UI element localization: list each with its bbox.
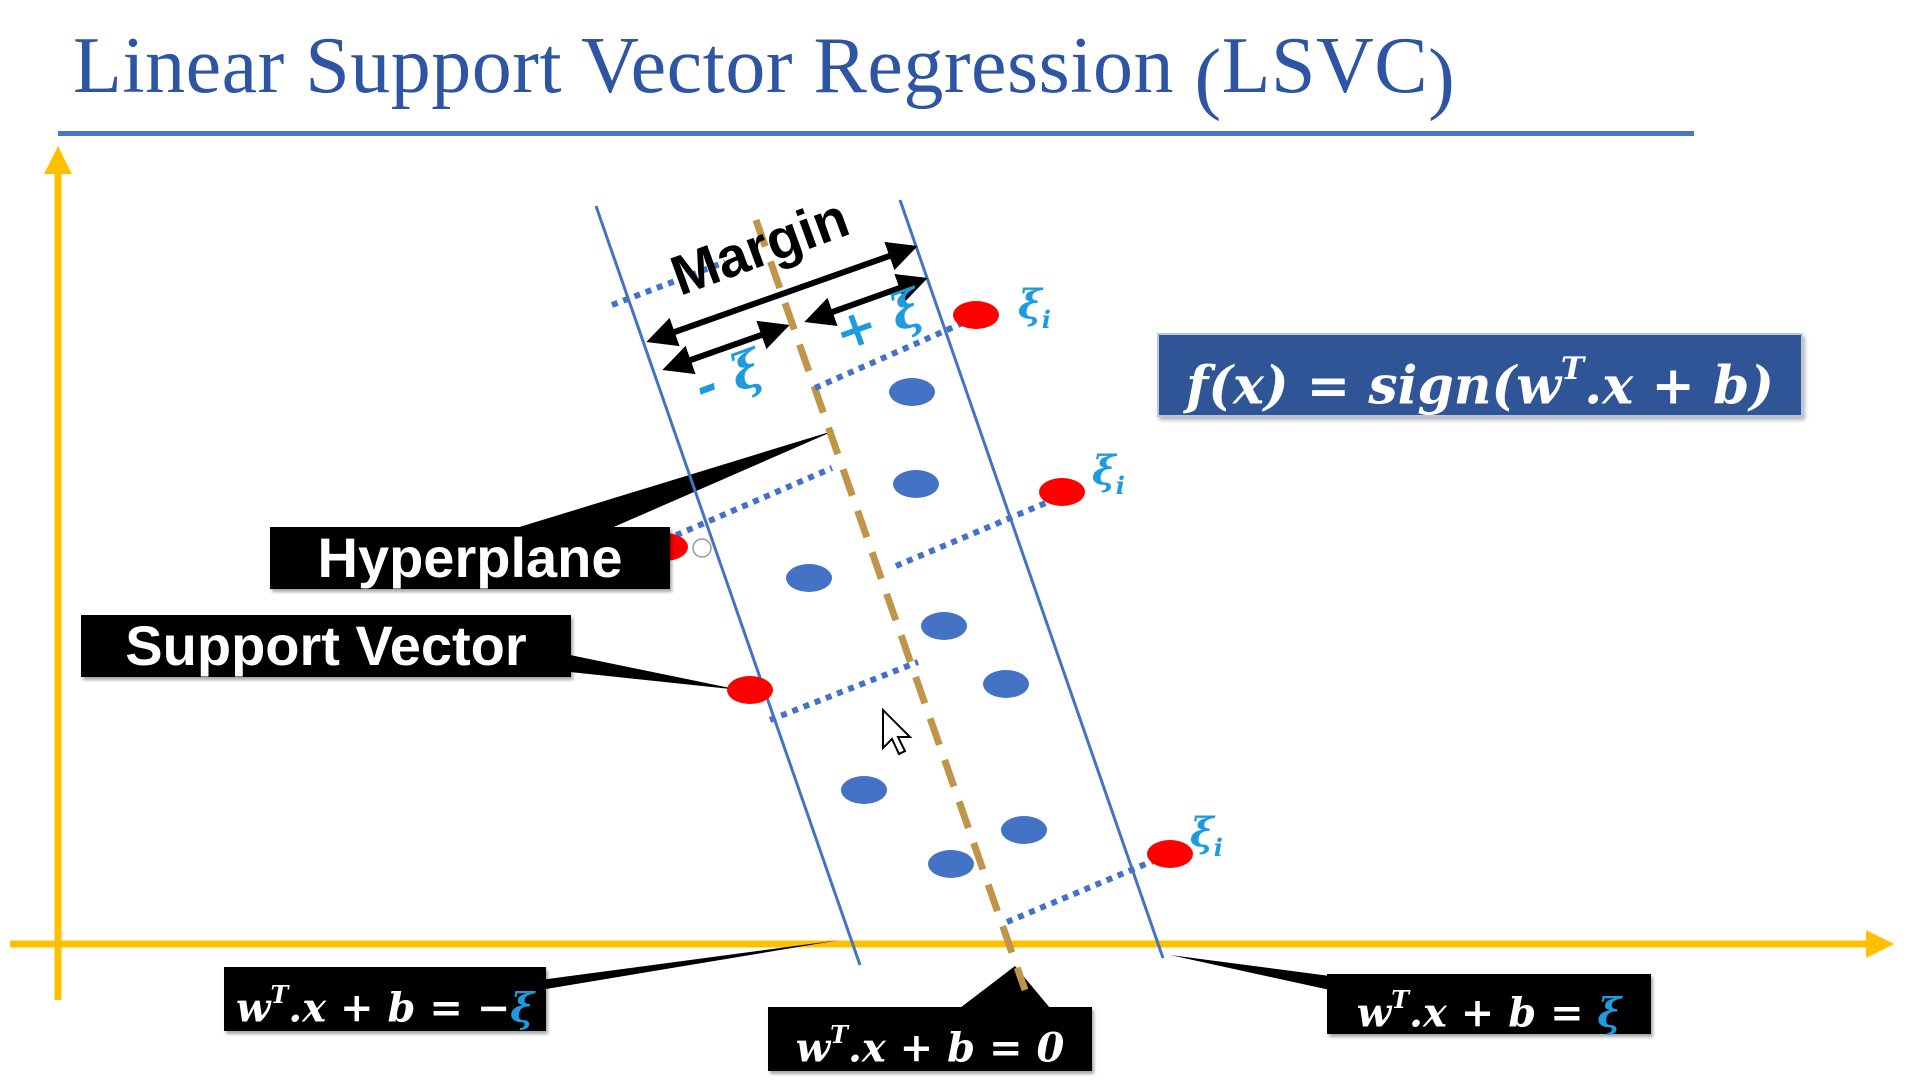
upper-boundary-equation: wT.x + b = ξ xyxy=(1327,974,1651,1036)
hyperplane-label: Hyperplane xyxy=(270,527,670,589)
outlier-point xyxy=(1039,478,1085,506)
svg-text:ξi: ξi xyxy=(1190,809,1223,862)
outlier-point xyxy=(953,301,999,329)
plus-xi-label: + ξ xyxy=(826,277,932,364)
title-paren-close: ) xyxy=(1428,34,1456,122)
small-circle-marker xyxy=(692,538,712,558)
margin-label: Margin xyxy=(663,185,857,307)
title-abbr: LSVC xyxy=(1221,22,1429,110)
left-eq-callout-pointer xyxy=(540,940,840,990)
upper-margin-boundary xyxy=(898,199,1165,959)
svg-text:ξi: ξi xyxy=(1092,447,1125,500)
data-point xyxy=(889,378,935,406)
minus-xi-arrow xyxy=(662,320,790,375)
lower-boundary-equation: wT.x + b = −ξ xyxy=(224,967,546,1031)
xi-i-label: ξi xyxy=(1092,447,1125,500)
xi-i-label: ξi xyxy=(1190,809,1223,862)
support-vector-callout-pointer xyxy=(570,655,740,690)
slide-title: Linear Support Vector Regression (LSVC) xyxy=(73,18,1455,122)
hyperplane-callout-pointer xyxy=(500,430,836,533)
title-main: Linear Support Vector Regression xyxy=(73,22,1195,110)
decision-function-formula: f(x) = sign(wT.x + b) xyxy=(1157,333,1803,417)
svg-text:ξi: ξi xyxy=(1018,281,1051,334)
cursor-arrow-icon xyxy=(882,707,913,756)
data-point xyxy=(1001,816,1047,844)
data-point xyxy=(786,564,832,592)
plus-xi-arrow xyxy=(804,273,928,327)
data-point xyxy=(983,670,1029,698)
support-vector-point xyxy=(727,676,773,704)
mid-eq-callout-pointer xyxy=(960,966,1050,1008)
hyperplane-line xyxy=(752,218,1029,992)
right-eq-callout-pointer xyxy=(1170,955,1330,990)
support-vector-label: Support Vector xyxy=(81,615,571,677)
title-underline xyxy=(58,131,1694,136)
data-point xyxy=(893,470,939,498)
title-paren-open: ( xyxy=(1194,34,1222,122)
data-points xyxy=(786,378,1047,878)
data-point xyxy=(928,850,974,878)
hyperplane-equation: wT.x + b = 0 xyxy=(768,1007,1092,1071)
xi-i-label: ξi xyxy=(1018,281,1051,334)
outlier-point xyxy=(1147,840,1193,868)
data-point xyxy=(841,776,887,804)
data-point xyxy=(921,612,967,640)
outlier-points xyxy=(642,301,1193,868)
lower-margin-boundary xyxy=(594,205,862,966)
minus-xi-label: - ξ xyxy=(686,337,772,416)
